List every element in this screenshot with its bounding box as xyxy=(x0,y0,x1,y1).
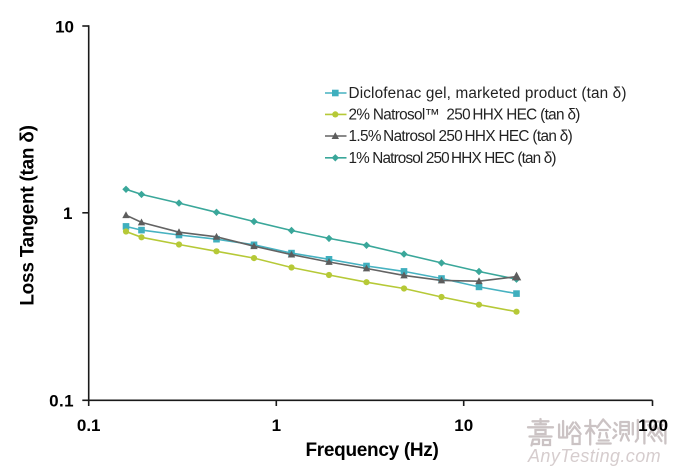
svg-text:1: 1 xyxy=(272,416,281,435)
svg-text:AnyTesting.com: AnyTesting.com xyxy=(527,446,661,466)
svg-text:0.1: 0.1 xyxy=(77,416,101,435)
svg-text:10: 10 xyxy=(454,416,473,435)
svg-text:0.1: 0.1 xyxy=(49,392,74,411)
svg-text:1% Natrosol 250 HHX HEC (tan δ: 1% Natrosol 250 HHX HEC (tan δ) xyxy=(349,150,557,167)
svg-text:10: 10 xyxy=(55,17,74,36)
svg-text:1: 1 xyxy=(63,204,72,223)
svg-text:1.5% Natrosol 250 HHX HEC (tan: 1.5% Natrosol 250 HHX HEC (tan δ) xyxy=(349,128,573,145)
svg-text:Loss Tangent (tan δ): Loss Tangent (tan δ) xyxy=(18,125,39,305)
svg-text:100: 100 xyxy=(638,416,669,435)
svg-text:Diclofenac gel, marketed produ: Diclofenac gel, marketed product (tan δ) xyxy=(349,85,627,102)
svg-text:Frequency (Hz): Frequency (Hz) xyxy=(305,440,438,461)
svg-text:2% Natrosol™ 250 HHX HEC (tan: 2% Natrosol™ 250 HHX HEC (tan δ) xyxy=(349,106,581,123)
